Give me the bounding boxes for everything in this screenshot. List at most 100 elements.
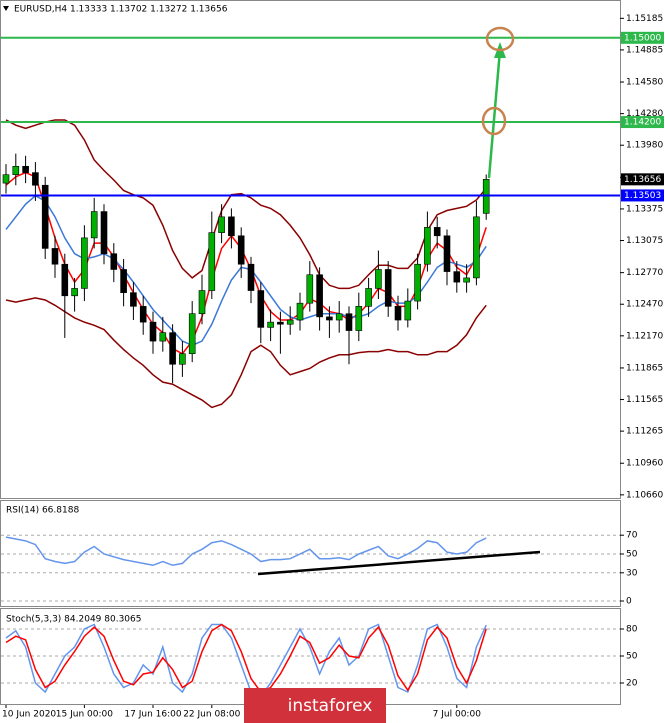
chart-title: EURUSD,H4 1.13333 1.13702 1.13272 1.1365… [14,5,228,15]
candle-body [228,216,235,237]
y-tick-label: 70 [626,531,638,541]
y-tick-label: 1.11565 [626,395,663,405]
level-label-box [621,31,664,44]
title-icon [3,6,9,11]
arrow [487,49,502,179]
rsi-title: RSI(14) 66.8188 [6,506,79,516]
x-tick-label: 7 Jul 00:00 [433,710,482,720]
x-tick-label: 17 Jun 16:00 [124,710,181,720]
candle-body [81,237,88,289]
stoch-title: Stoch(5,3,3) 84.2049 80.3065 [6,615,141,625]
candle-body [237,235,245,265]
candle-body [365,288,372,307]
candle-body [198,290,206,315]
candle-body [453,271,461,283]
candle-body [473,216,480,279]
candle-body [22,165,29,173]
candle-body [355,306,363,331]
candle-body [404,300,412,321]
level-label-box [621,173,664,186]
indicator-line [5,623,487,693]
y-tick-label: 1.10660 [626,490,663,500]
y-tick-label: 1.15185 [626,14,663,24]
candle-body [345,313,353,331]
candle-body [90,211,98,239]
y-tick-label: 50 [626,550,638,560]
x-tick-label: 10 Jun 2020 [2,710,56,720]
x-tick-label: 22 Jun 08:00 [183,710,240,720]
y-tick-label: 1.14885 [626,45,663,55]
candle-body [130,292,137,307]
candle-body [120,269,127,293]
overlay-line [5,194,487,347]
level-label: 1.14200 [624,118,661,128]
y-tick-label: 1.13980 [626,141,663,151]
candle-body [110,253,118,270]
indicator-line [5,623,487,698]
candle-body [326,316,333,321]
watermark-box [244,688,386,723]
candle-body [424,227,431,265]
level-label: 1.13656 [624,175,661,185]
candle-body [188,313,196,355]
price-panel [0,0,621,499]
candle-body [32,172,39,186]
candle-body [463,277,470,283]
x-tick-label: 15 Jun 00:00 [56,710,113,720]
candle-body [218,216,225,233]
candle-body [267,321,274,328]
candle-body [384,269,392,307]
candle-body [277,321,284,325]
y-tick-label: 1.12770 [626,268,663,278]
candle-body [257,290,265,328]
candle-body [71,288,78,297]
candle-body [159,332,167,342]
candle-body [375,269,382,289]
candle-body [286,319,294,325]
y-tick-label: 20 [626,679,638,689]
indicator-line [5,536,487,567]
level-label-box [621,189,664,202]
candle-body [296,302,304,321]
target-circle [481,106,507,136]
y-tick-label: 1.14580 [626,78,663,88]
y-tick-label: 50 [626,652,638,662]
plot-area: 1.15185 1.14885 1.14580 1.14280 1.13980 1.136… [1,14,664,720]
candle-body [100,211,108,254]
candle-body [2,174,10,184]
y-tick-label: 30 [626,568,638,578]
trend-line [257,550,541,576]
candle-body [394,306,402,321]
candle-body [414,263,421,302]
candle-body [149,321,157,342]
candle-body [139,306,147,323]
candle-body [443,235,451,272]
target-circle [485,26,515,52]
overlay-line [5,119,487,290]
level-label-box [621,116,664,129]
candle-body [335,313,343,321]
candle-body [51,248,59,265]
level-label: 1.15000 [624,33,661,43]
level-label: 1.13503 [624,191,661,201]
candle-body [306,274,314,304]
overlay-line [5,171,487,355]
y-tick-label: 0 [626,597,632,607]
y-tick-label: 1.10960 [626,459,663,469]
watermark: instaforex [288,696,373,716]
y-tick-label: 1.13075 [626,236,663,246]
candle-body [169,332,176,365]
candle-body [316,274,323,318]
y-tick-label: 1.11865 [626,363,663,373]
y-tick-label: 1.12470 [626,300,663,310]
y-tick-label: 1.13375 [626,204,663,214]
y-tick-label: 1.14280 [626,109,663,119]
candle-body [41,184,49,249]
y-tick-label: 1.12170 [626,331,663,341]
y-tick-label: 80 [626,625,638,635]
candle-body [61,263,69,297]
candle-body [247,263,255,291]
candle-body [12,165,20,176]
overlay-line [5,297,487,409]
